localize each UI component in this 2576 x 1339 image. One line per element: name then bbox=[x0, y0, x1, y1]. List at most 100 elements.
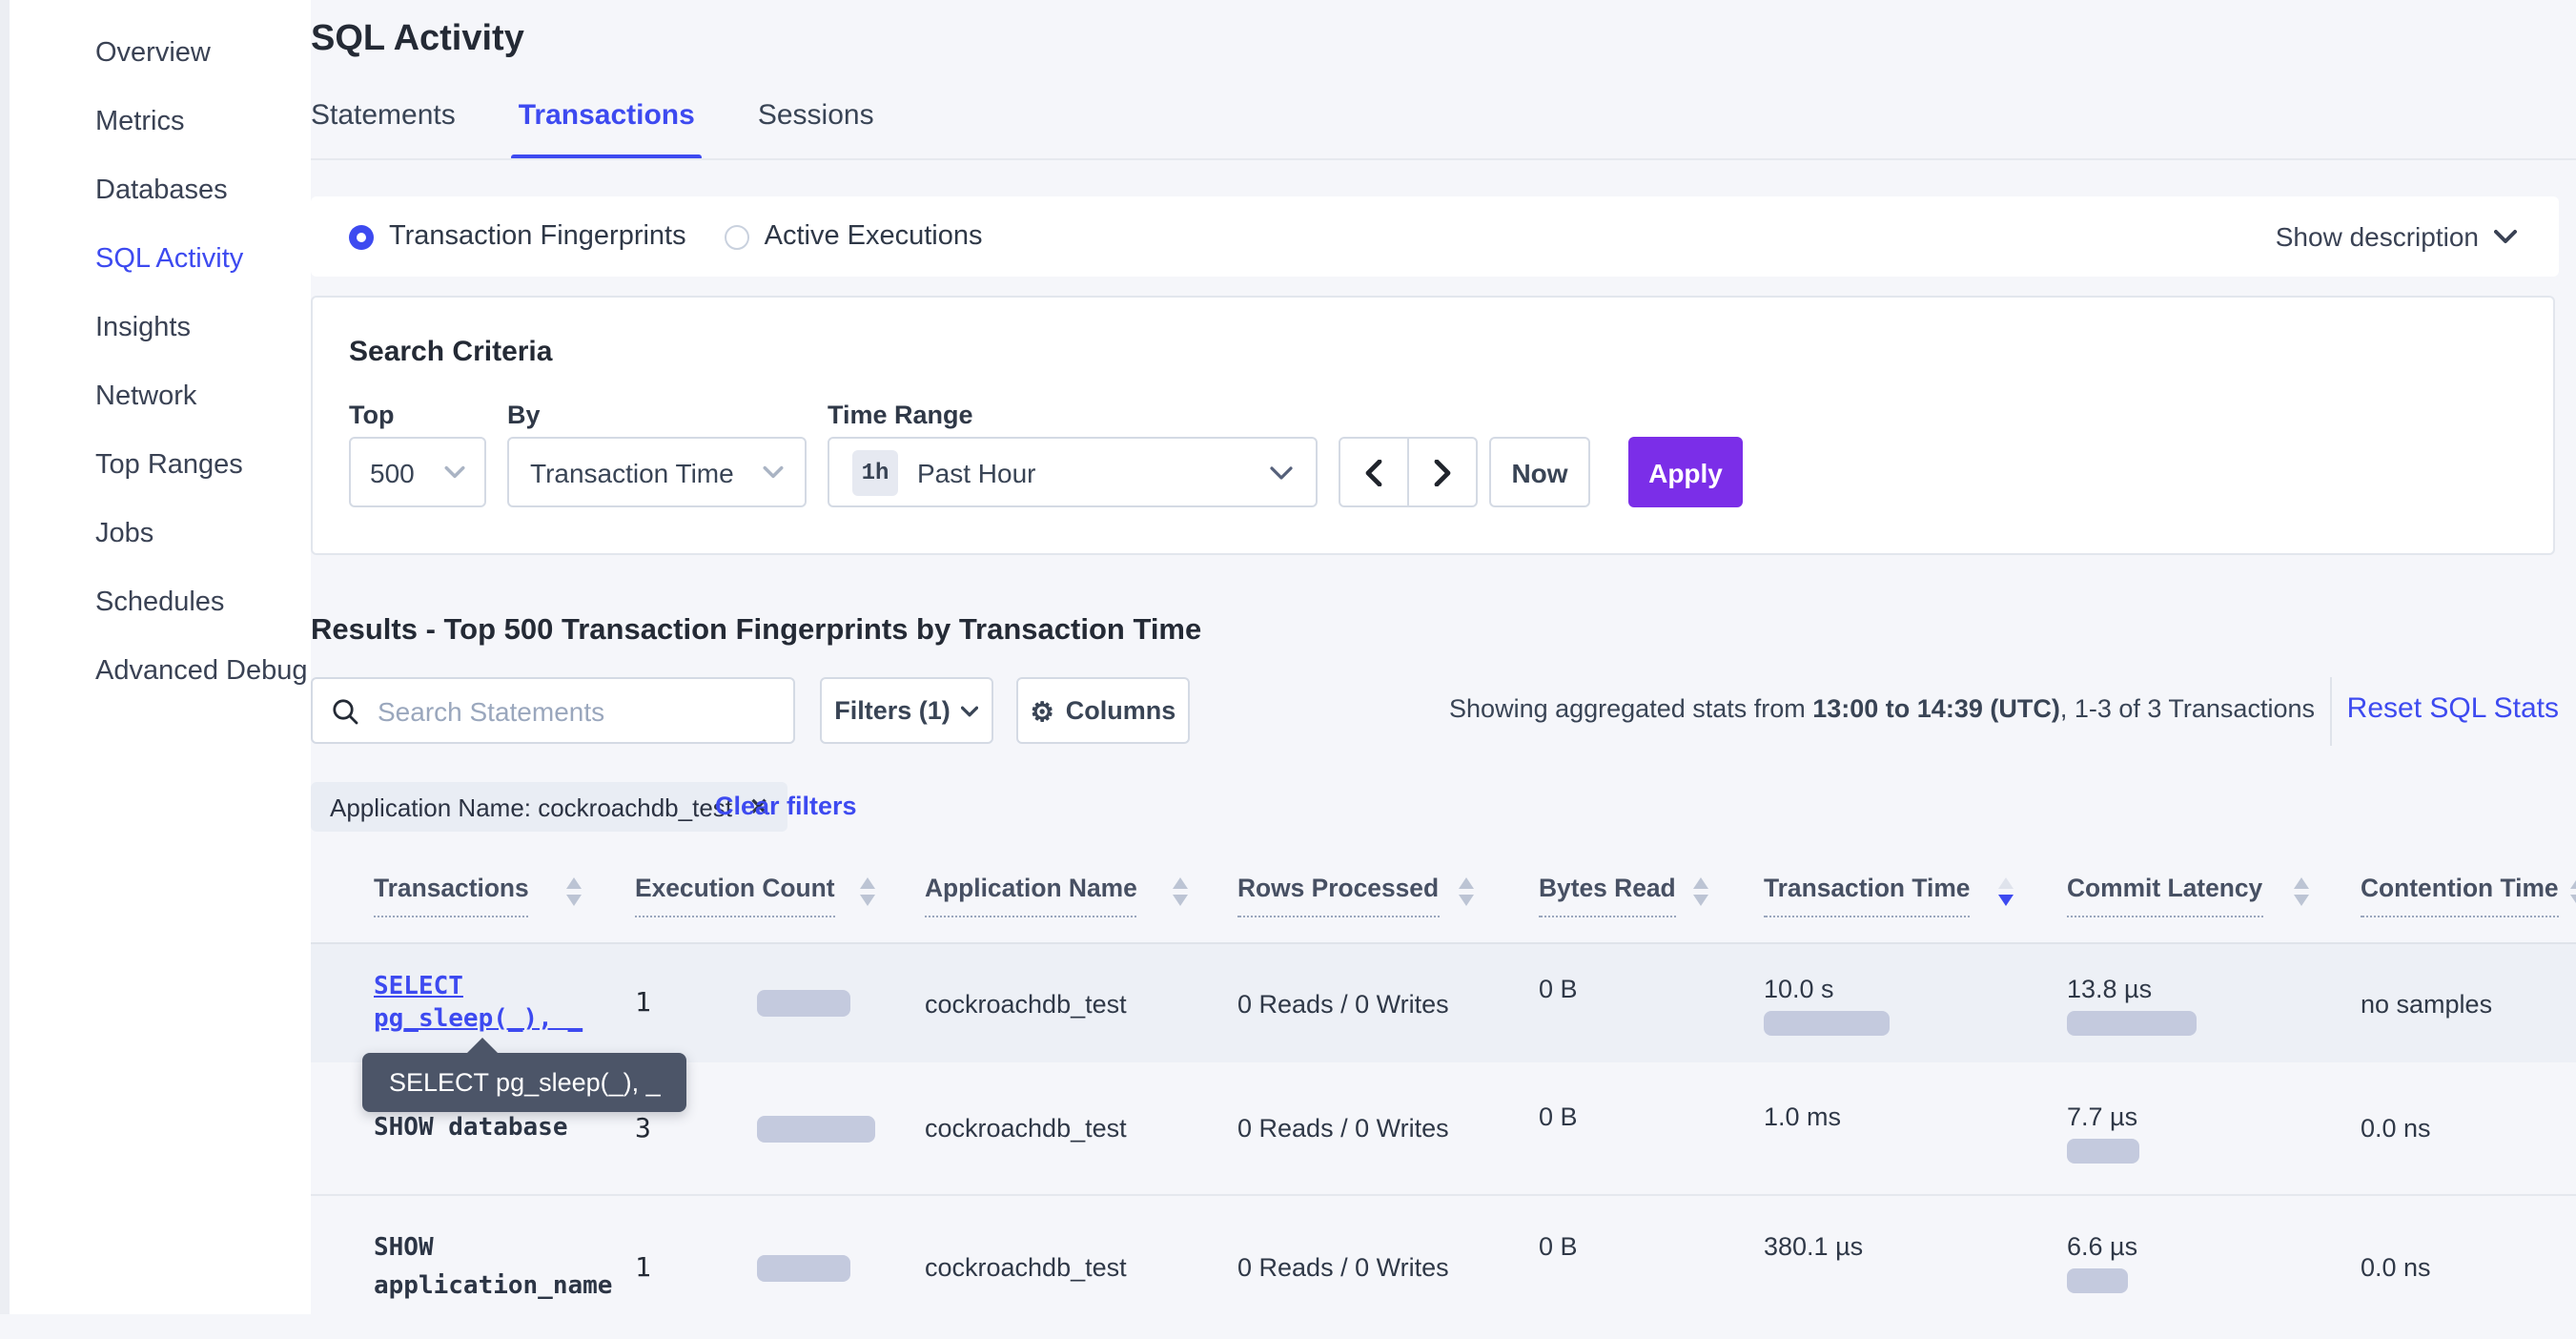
sort-icon[interactable] bbox=[1173, 877, 1188, 906]
clear-filters-link[interactable]: Clear filters bbox=[715, 792, 857, 820]
transaction-time-value: 10.0 s bbox=[1764, 975, 1834, 1003]
sidebar-item-sql-activity[interactable]: SQL Activity bbox=[95, 244, 244, 275]
rows-processed-value: 0 Reads / 0 Writes bbox=[1237, 989, 1449, 1018]
show-description-toggle[interactable]: Show description bbox=[2276, 196, 2517, 277]
time-range-label: Time Range bbox=[828, 401, 973, 429]
application-name-value: cockroachdb_test bbox=[925, 1114, 1127, 1143]
transaction-time-value: 380.1 µs bbox=[1764, 1232, 1864, 1261]
sort-icon[interactable] bbox=[2294, 877, 2309, 906]
column-header-contention-time[interactable]: Contention Time bbox=[2361, 874, 2559, 917]
column-header-transactions[interactable]: Transactions bbox=[374, 874, 529, 917]
search-statements-input[interactable] bbox=[374, 693, 774, 728]
sidebar-item-top-ranges[interactable]: Top Ranges bbox=[95, 450, 243, 481]
contention-time-value: no samples bbox=[2361, 989, 2493, 1018]
rows-processed-value: 0 Reads / 0 Writes bbox=[1237, 1253, 1449, 1282]
commit-latency-value: 6.6 µs bbox=[2067, 1232, 2138, 1261]
bytes-read-value: 0 B bbox=[1539, 1232, 1578, 1261]
commit-latency-value: 13.8 µs bbox=[2067, 975, 2153, 1003]
sidebar-item-databases[interactable]: Databases bbox=[95, 175, 228, 206]
columns-button[interactable]: ⚙ Columns bbox=[1016, 677, 1190, 744]
vertical-divider bbox=[2330, 677, 2332, 746]
execution-count-value: 1 bbox=[635, 1252, 651, 1283]
tab-sessions[interactable]: Sessions bbox=[757, 99, 874, 132]
now-button[interactable]: Now bbox=[1489, 437, 1590, 507]
by-select[interactable]: Transaction Time bbox=[507, 437, 807, 507]
sort-icon[interactable] bbox=[860, 877, 875, 906]
tab-statements[interactable]: Statements bbox=[311, 99, 456, 132]
sort-icon[interactable] bbox=[1693, 877, 1708, 906]
contention-time-value: 0.0 ns bbox=[2361, 1253, 2431, 1282]
top-select-value: 500 bbox=[370, 457, 415, 487]
gear-icon: ⚙ bbox=[1030, 695, 1054, 726]
top-select[interactable]: 500 bbox=[349, 437, 486, 507]
columns-label: Columns bbox=[1065, 696, 1176, 725]
table-row: SHOW application_name 1 cockroachdb_test … bbox=[311, 1196, 2576, 1339]
sidebar-item-insights[interactable]: Insights bbox=[95, 313, 191, 343]
execution-count-bar bbox=[757, 1254, 850, 1281]
sidebar: Overview Metrics Databases SQL Activity … bbox=[10, 0, 311, 1314]
chevron-left-icon bbox=[1365, 459, 1382, 485]
radio-label: Active Executions bbox=[764, 221, 983, 252]
execution-count-value: 3 bbox=[635, 1113, 651, 1143]
next-interval-button[interactable] bbox=[1409, 439, 1476, 505]
stats-time-range: 13:00 to 14:39 (UTC) bbox=[1812, 694, 2060, 723]
time-range-select[interactable]: 1h Past Hour bbox=[828, 437, 1318, 507]
column-header-execution-count[interactable]: Execution Count bbox=[635, 874, 835, 917]
results-heading: Results - Top 500 Transaction Fingerprin… bbox=[311, 614, 1202, 647]
column-header-bytes-read[interactable]: Bytes Read bbox=[1539, 874, 1676, 917]
sort-icon[interactable] bbox=[2570, 877, 2576, 906]
sidebar-item-overview[interactable]: Overview bbox=[95, 38, 211, 69]
chevron-down-icon bbox=[444, 465, 465, 479]
window-edge bbox=[0, 0, 10, 1314]
application-name-value: cockroachdb_test bbox=[925, 989, 1127, 1018]
radio-label: Transaction Fingerprints bbox=[389, 221, 686, 252]
sort-icon[interactable] bbox=[566, 877, 582, 906]
column-header-application-name[interactable]: Application Name bbox=[925, 874, 1137, 917]
search-criteria-card: Search Criteria Top By Time Range 500 Tr… bbox=[311, 296, 2555, 555]
chevron-down-icon bbox=[2494, 230, 2517, 243]
filters-button[interactable]: Filters (1) bbox=[820, 677, 993, 744]
show-description-label: Show description bbox=[2275, 221, 2479, 252]
reset-sql-stats-link[interactable]: Reset SQL Stats bbox=[2346, 692, 2559, 725]
sort-icon[interactable] bbox=[1459, 877, 1474, 906]
filter-chip-label: Application Name: cockroachdb_test bbox=[330, 793, 733, 821]
execution-count-bar bbox=[757, 1115, 875, 1142]
sidebar-item-metrics[interactable]: Metrics bbox=[95, 107, 185, 137]
column-header-rows-processed[interactable]: Rows Processed bbox=[1237, 874, 1440, 917]
sidebar-item-jobs[interactable]: Jobs bbox=[95, 519, 154, 549]
sidebar-item-advanced-debug[interactable]: Advanced Debug bbox=[95, 656, 308, 687]
transaction-fingerprint-link[interactable]: SELECT pg_sleep(_), _ bbox=[374, 973, 583, 1034]
sidebar-nav: Overview Metrics Databases SQL Activity … bbox=[10, 0, 311, 706]
sort-icon-desc-active[interactable] bbox=[1998, 877, 2014, 906]
transaction-fingerprint-text[interactable]: SHOW application_name bbox=[374, 1233, 613, 1300]
radio-active-executions[interactable]: Active Executions bbox=[724, 221, 983, 252]
table-row: SHOW database 3 cockroachdb_test 0 Reads… bbox=[311, 1062, 2576, 1196]
column-header-transaction-time[interactable]: Transaction Time bbox=[1764, 874, 1971, 917]
aggregated-stats-note: Showing aggregated stats from 13:00 to 1… bbox=[1449, 694, 2315, 723]
bytes-read-value: 0 B bbox=[1539, 1102, 1578, 1131]
tooltip-text: SELECT pg_sleep(_), _ bbox=[389, 1068, 661, 1097]
apply-button[interactable]: Apply bbox=[1628, 437, 1743, 507]
chevron-right-icon bbox=[1434, 459, 1451, 485]
transaction-fingerprint-text[interactable]: SHOW database bbox=[374, 1113, 568, 1142]
tabs-divider bbox=[311, 158, 2576, 160]
remove-filter-icon[interactable]: ✕ bbox=[749, 793, 769, 820]
rows-processed-value: 0 Reads / 0 Writes bbox=[1237, 1114, 1449, 1143]
filters-label: Filters (1) bbox=[834, 696, 951, 725]
tab-transactions[interactable]: Transactions bbox=[510, 99, 702, 160]
commit-latency-value: 7.7 µs bbox=[2067, 1102, 2138, 1131]
transaction-cell: SELECT pg_sleep(_), _ bbox=[374, 944, 622, 1062]
commit-latency-bar bbox=[2067, 1268, 2128, 1293]
top-label: Top bbox=[349, 401, 395, 429]
column-header-commit-latency[interactable]: Commit Latency bbox=[2067, 874, 2263, 917]
sidebar-item-schedules[interactable]: Schedules bbox=[95, 587, 225, 618]
table-header-row: Transactions Execution Count Application… bbox=[311, 862, 2576, 944]
previous-interval-button[interactable] bbox=[1340, 439, 1409, 505]
execution-count-value: 1 bbox=[635, 988, 651, 1019]
commit-latency-bar bbox=[2067, 1011, 2197, 1036]
sidebar-item-network[interactable]: Network bbox=[95, 381, 197, 412]
radio-transaction-fingerprints[interactable]: Transaction Fingerprints bbox=[349, 221, 686, 252]
application-name-value: cockroachdb_test bbox=[925, 1253, 1127, 1282]
bytes-read-value: 0 B bbox=[1539, 975, 1578, 1003]
